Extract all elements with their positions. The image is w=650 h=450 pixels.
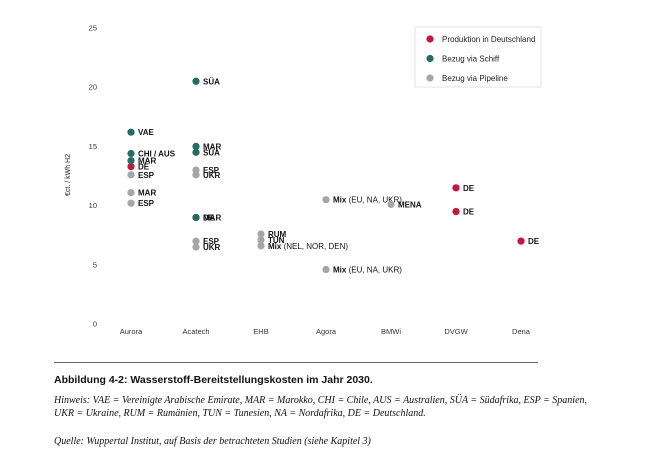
data-label: SÜA [203,77,220,86]
y-tick-label: 10 [89,201,97,210]
data-point [127,199,135,207]
x-tick-label: DVGW [444,327,468,336]
caption-source: Quelle: Wuppertal Institut, auf Basis de… [54,436,371,447]
y-tick-label: 15 [89,142,97,151]
y-tick-label: 5 [93,260,97,269]
data-point [192,213,200,222]
data-point [517,237,525,245]
legend-marker [426,54,434,63]
data-point [127,128,135,136]
x-tick-label: Aurora [120,327,143,336]
data-point [452,207,460,216]
data-label-sub: (NEL, NOR, DEN) [281,242,348,251]
y-tick-label: 0 [93,320,97,329]
data-point [257,236,265,244]
y-tick-label: 25 [89,24,97,33]
x-tick-label: Acatech [182,327,209,336]
data-label-sub: (EU, NA, UKR) [346,196,402,205]
data-point [192,237,200,245]
data-label: UKR [203,171,221,180]
data-point [192,148,200,156]
data-label: MAR [138,189,156,198]
data-label: MAR [138,157,156,166]
data-label: UKR [203,243,221,252]
data-label-sub: (EU, NA, UKR) [346,266,402,275]
data-point [452,184,460,192]
y-tick-label: 20 [89,83,97,92]
data-label: DE [203,213,215,222]
data-label: ESP [138,199,155,208]
legend: Produktion in Deutschland Bezug via Schif… [414,26,542,88]
data-point [192,77,200,85]
data-point [127,157,135,165]
data-label: MAR [203,142,221,151]
data-label: Mix (EU, NA, UKR) [333,196,402,205]
caption-note: Hinweis: VAE = Vereinigte Arabische Emir… [54,395,588,419]
data-point [257,242,265,250]
figure-caption: Abbildung 4-2: Wasserstoff-Bereitstellun… [54,364,614,447]
legend-marker [426,35,434,43]
data-point [127,188,135,197]
data-label: ESP [203,237,220,246]
data-label: Mix (NEL, NOR, DEN) [268,242,348,251]
data-point [192,243,200,251]
data-point [127,171,135,179]
x-axis: Aurora Acatech EHB Agora BMWi DVGW Dena [120,327,531,336]
data-label: Mix (EU, NA, UKR) [333,266,402,275]
data-point [257,230,265,238]
legend-marker [426,74,434,82]
data-label: DE [528,237,540,246]
data-point [322,265,330,274]
caption-divider [54,362,538,363]
data-label: DE [463,208,475,217]
data-label: ESP [138,171,155,180]
legend-entry: Produktion in Deutschland [442,35,535,44]
y-axis: 0 5 10 15 20 25 [89,24,97,329]
data-label: MENA [398,200,422,209]
data-label: CHI / AUS [138,150,176,159]
caption-title: Abbildung 4-2: Wasserstoff-Bereitstellun… [54,374,373,386]
data-point [127,149,135,158]
data-point [192,142,200,150]
scatter-chart: 0 5 10 15 20 25 Aurora Acatech EHB Agora BMWi DVGW… [65,24,542,336]
x-tick-label: Agora [316,327,337,336]
legend-entry: Bezug via Schiff [442,55,500,64]
data-label: RUM [268,230,287,239]
data-label: ESP [203,166,220,175]
y-axis-label: €ct. / kWh H2 [65,154,72,196]
data-point [322,196,330,204]
x-tick-label: BMWi [381,327,401,336]
data-label: VAE [138,128,155,137]
data-label: DE [138,163,150,172]
legend-entry: Bezug via Pipeline [442,74,508,83]
x-tick-label: Dena [512,327,531,336]
data-label: SÜA [203,148,220,157]
data-label: TUN [268,236,285,245]
data-point [127,162,135,171]
data-label: MAR [203,213,221,222]
data-point [387,200,395,209]
legend-box [414,26,542,88]
x-tick-label: EHB [253,327,268,336]
data-label: DE [463,184,475,193]
data-point [192,171,200,179]
